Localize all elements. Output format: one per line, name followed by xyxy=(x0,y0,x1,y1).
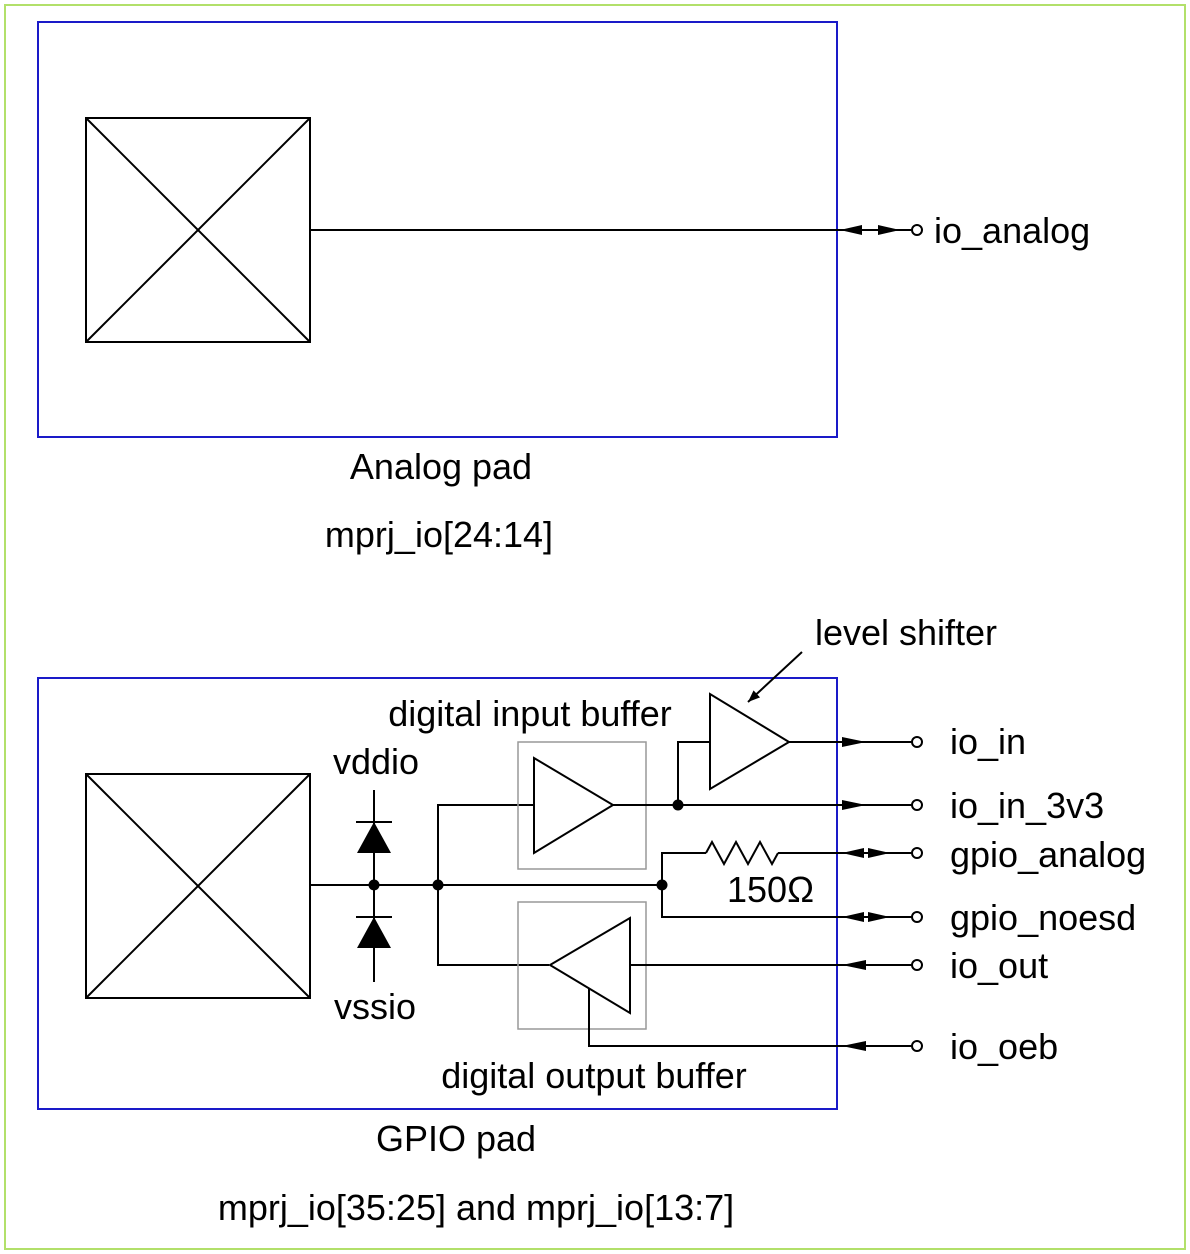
io-oeb-wire xyxy=(588,988,912,1047)
io-in-3v3-label: io_in_3v3 xyxy=(950,785,1104,826)
io-oeb-label: io_oeb xyxy=(950,1026,1058,1067)
gpio-noesd-bidirectional-arrow-icon xyxy=(842,912,890,922)
io-in-label: io_in xyxy=(950,721,1026,762)
input-buffer-triangle-icon xyxy=(533,756,615,855)
io-analog-terminal xyxy=(911,224,923,236)
level-shifter-triangle-icon xyxy=(709,692,791,791)
io-oeb-arrow-icon xyxy=(842,1041,866,1051)
analog-bond-pad-icon xyxy=(85,117,311,343)
io-analog-label: io_analog xyxy=(934,210,1090,251)
io-in-terminal xyxy=(911,736,923,748)
analog-pad-title: Analog pad xyxy=(350,446,532,487)
esd-diode-lower-icon xyxy=(356,885,392,982)
gpio-pad-box xyxy=(37,677,838,1110)
level-shifter-label: level shifter xyxy=(815,612,997,653)
input-buffer-label: digital input buffer xyxy=(388,693,672,734)
level-shifter-input-wire xyxy=(677,741,710,805)
io-in-3v3-terminal xyxy=(911,799,923,811)
output-buffer-label: digital output buffer xyxy=(441,1055,747,1096)
buffer-bus-wire xyxy=(437,804,549,966)
gpio-noesd-wire xyxy=(661,885,912,918)
gpio-noesd-terminal xyxy=(911,911,923,923)
gpio-pad-range: mprj_io[35:25] and mprj_io[13:7] xyxy=(218,1187,734,1228)
vssio-label: vssio xyxy=(334,986,416,1027)
junction-dot xyxy=(368,879,380,891)
gpio-analog-label: gpio_analog xyxy=(950,834,1146,875)
analog-pad-range: mprj_io[24:14] xyxy=(325,514,553,555)
gpio-pad-group: vddio vssio digital input buffer level s… xyxy=(37,612,1146,1228)
resistor-value-label: 150Ω xyxy=(727,869,814,910)
io-oeb-terminal xyxy=(911,1040,923,1052)
gpio-pad-title: GPIO pad xyxy=(376,1118,536,1159)
gpio-analog-wire xyxy=(661,852,706,885)
io-out-label: io_out xyxy=(950,945,1048,986)
analog-pad-group: io_analog Analog pad mprj_io[24:14] xyxy=(37,21,1090,555)
vddio-label: vddio xyxy=(333,741,419,782)
gpio-analog-terminal xyxy=(911,847,923,859)
resistor-icon xyxy=(705,839,779,867)
gpio-noesd-label: gpio_noesd xyxy=(950,897,1136,938)
io-in-arrow-icon xyxy=(842,737,866,747)
io-out-arrow-icon xyxy=(842,960,866,970)
gpio-bond-pad-icon xyxy=(85,773,311,999)
esd-diode-upper-icon xyxy=(356,790,392,885)
io-out-terminal xyxy=(911,959,923,971)
level-shifter-pointer xyxy=(747,651,803,703)
outer-frame xyxy=(4,4,1186,1250)
io-in-3v3-arrow-icon xyxy=(842,800,866,810)
gpio-analog-bidirectional-arrow-icon xyxy=(842,848,890,858)
